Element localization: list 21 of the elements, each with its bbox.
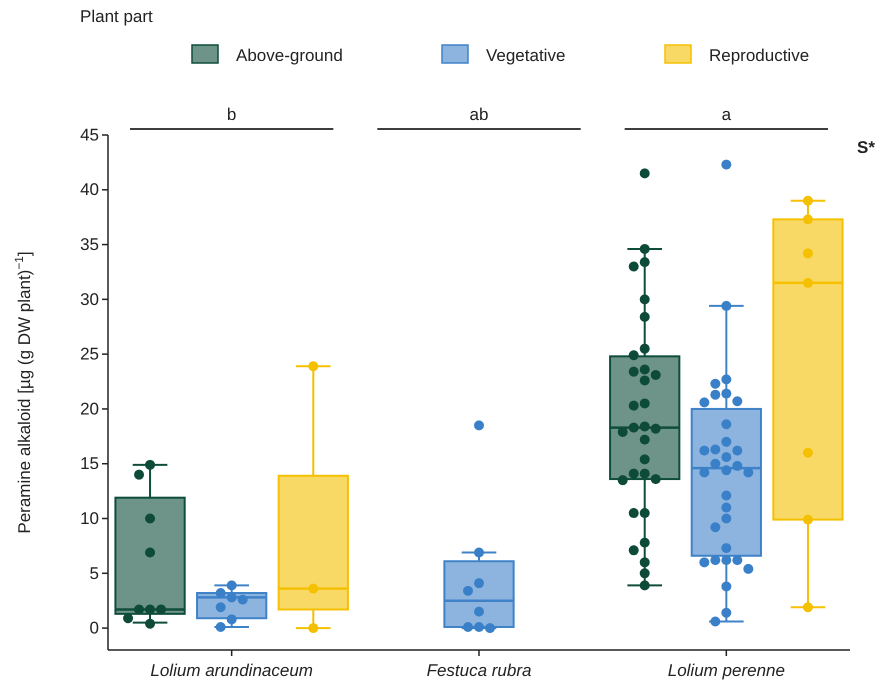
legend-label: Above-ground — [236, 46, 343, 65]
text: ab — [470, 105, 488, 124]
y-tick-label: 15 — [80, 454, 99, 474]
y-tick-label: 45 — [80, 125, 99, 144]
y-tick-label: 30 — [80, 290, 99, 309]
text: a — [722, 105, 732, 124]
legend-title: Plant part — [80, 7, 154, 26]
y-tick-label: 20 — [80, 399, 99, 418]
y-tick-label: 10 — [80, 508, 99, 528]
text: b — [226, 105, 236, 124]
legend-label: Vegetative — [486, 46, 566, 65]
y-tick-label: 5 — [90, 564, 99, 583]
y-tick-label: 25 — [80, 344, 99, 364]
legend-label: Reproductive — [709, 46, 810, 65]
x-tick-label: Lolium arundinaceum — [150, 661, 313, 680]
y-tick-label: 40 — [80, 180, 99, 200]
text: S* — [857, 138, 876, 157]
y-tick-label: 35 — [80, 235, 99, 254]
x-tick-label: Festuca rubra — [426, 661, 532, 680]
y-tick-label: 0 — [90, 618, 99, 638]
x-tick-label: Lolium perenne — [668, 661, 785, 680]
